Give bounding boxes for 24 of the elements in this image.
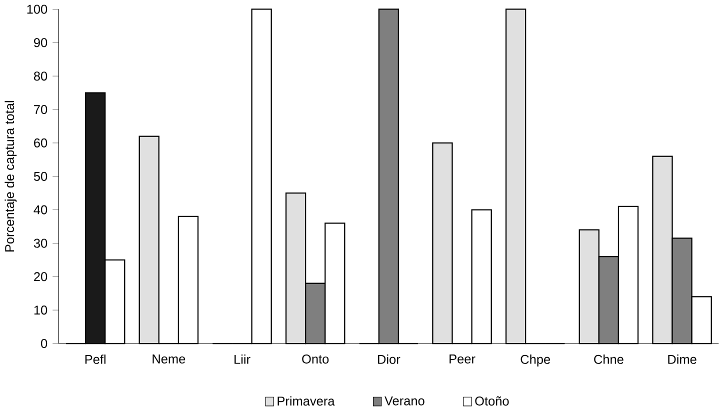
x-tick-label: Pefl — [85, 354, 106, 364]
x-tick-label: Dior — [378, 354, 400, 364]
legend-label: Otoño — [475, 396, 509, 406]
x-tick-label: Chpe — [520, 354, 550, 366]
y-tick-label: 10 — [34, 305, 48, 314]
x-tick-label: Peer — [450, 354, 476, 364]
legend-label: Primavera — [278, 396, 335, 406]
y-tick-label: 20 — [34, 272, 48, 282]
x-tick-label: Onto — [302, 354, 329, 364]
x-tick-label: Chne — [594, 354, 624, 364]
y-tick-label: 80 — [34, 71, 48, 80]
y-tick-label: 40 — [34, 205, 48, 214]
y-tick-label: 30 — [34, 238, 48, 248]
x-tick-label: Neme — [152, 354, 186, 364]
y-axis-title: Porcentaje de captura total — [4, 100, 17, 252]
y-tick-label: 0 — [41, 338, 48, 348]
y-tick-label: 60 — [34, 138, 48, 148]
y-tick-label: 50 — [34, 172, 48, 181]
y-tick-label: 90 — [34, 38, 48, 48]
y-tick-label: 100 — [27, 4, 48, 14]
x-tick-label: Dime — [668, 354, 696, 364]
x-tick-label: Liir — [234, 354, 250, 364]
legend-label: Verano — [384, 396, 424, 406]
y-tick-label: 70 — [34, 104, 48, 114]
